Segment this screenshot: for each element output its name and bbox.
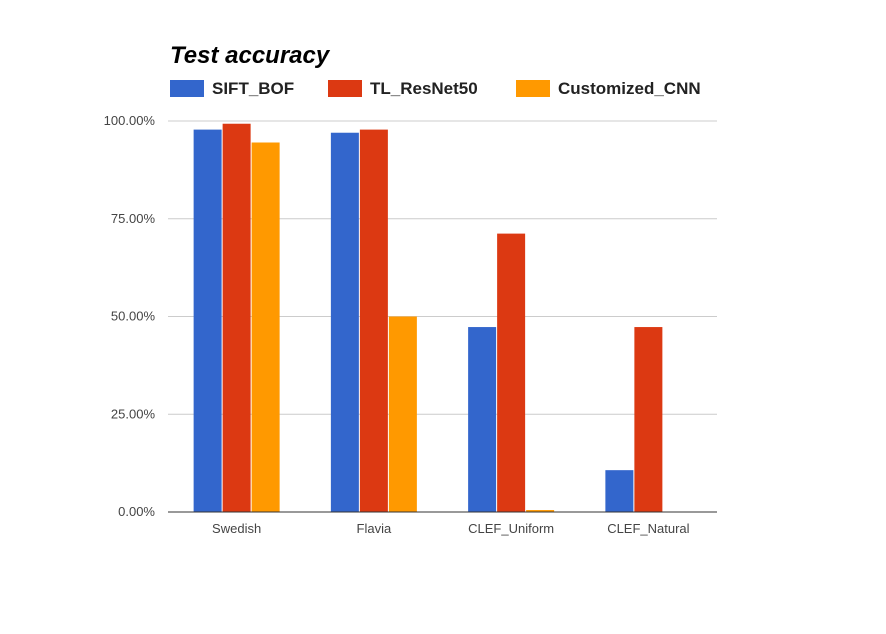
legend-swatch-customized-cnn [516,80,550,97]
chart-title: Test accuracy [170,42,330,69]
bar [193,129,222,513]
bar [251,142,280,512]
bar [497,233,526,512]
bar [605,470,634,512]
y-tick-label: 100.00% [104,113,156,128]
bar [222,123,251,512]
x-tick-label: CLEF_Natural [607,521,689,536]
legend-swatch-sift-bof [170,80,204,97]
y-tick-label: 50.00% [111,309,156,324]
legend-label-customized-cnn: Customized_CNN [558,79,701,98]
bar [330,132,359,513]
x-tick-label: Swedish [212,521,261,536]
x-tick-label: Flavia [357,521,392,536]
y-tick-label: 25.00% [111,406,156,421]
legend-label-tl-resnet50: TL_ResNet50 [370,79,478,98]
bar [468,327,497,512]
legend-label-sift-bof: SIFT_BOF [212,79,295,98]
bar [526,510,555,512]
legend-swatch-tl-resnet50 [328,80,362,97]
y-tick-label: 75.00% [111,211,156,226]
bar [634,327,663,512]
bar [388,316,417,512]
bar [359,129,388,513]
x-tick-label: CLEF_Uniform [468,521,554,536]
y-tick-label: 0.00% [118,504,155,519]
